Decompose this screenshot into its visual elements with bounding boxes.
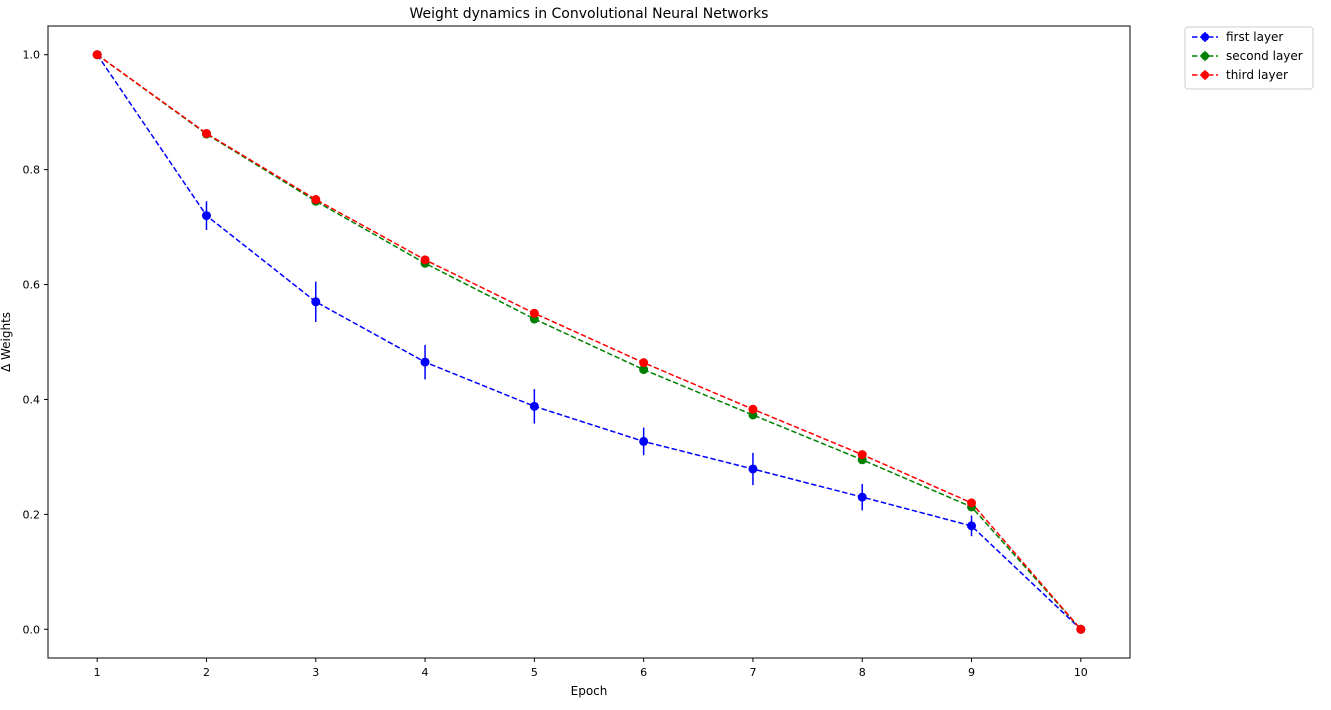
plot-frame	[47, 25, 1131, 659]
series-line	[96, 54, 1082, 630]
data-point	[967, 521, 977, 531]
x-tick-label: 8	[859, 666, 866, 679]
x-axis-label: Epoch	[571, 684, 608, 698]
data-point	[1076, 624, 1086, 634]
x-tick-label: 1	[94, 666, 101, 679]
legend-item: first layer	[1192, 30, 1283, 44]
y-tick-label: 0.2	[23, 508, 41, 521]
legend-item: second layer	[1192, 49, 1303, 63]
legend-label: third layer	[1226, 68, 1288, 82]
legend-marker	[1201, 52, 1209, 60]
data-point	[529, 308, 539, 318]
legend-item: third layer	[1192, 68, 1288, 82]
legend-frame	[1184, 26, 1314, 90]
data-point	[748, 404, 758, 414]
y-tick-label: 0.6	[23, 279, 41, 292]
series-layer	[92, 50, 1086, 634]
y-tick-label: 0.8	[23, 164, 41, 177]
plot-area	[48, 26, 1130, 658]
y-axis: 0.0 0.2 0.4 0.6 0.8 1.0	[23, 49, 48, 636]
data-point	[639, 436, 649, 446]
y-axis-label: Δ Weights	[0, 312, 13, 372]
legend: first layer second layer third layer	[1184, 26, 1314, 90]
series-3	[92, 50, 1086, 634]
series-line	[96, 54, 1082, 630]
data-point	[311, 297, 321, 307]
legend-label: second layer	[1226, 49, 1303, 63]
legend-marker	[1201, 33, 1209, 41]
data-point	[92, 50, 102, 60]
x-tick-label: 3	[312, 666, 319, 679]
data-point	[967, 498, 977, 508]
x-tick-label: 7	[749, 666, 756, 679]
x-axis: 1 2 3 4 5 6 7 8 9 10	[94, 658, 1088, 679]
data-point	[857, 492, 867, 502]
legend-label: first layer	[1226, 30, 1283, 44]
data-point	[201, 128, 211, 138]
data-point	[529, 401, 539, 411]
x-tick-label: 5	[531, 666, 538, 679]
data-point	[201, 211, 211, 221]
data-point	[420, 357, 430, 367]
x-tick-label: 10	[1074, 666, 1088, 679]
x-tick-label: 9	[968, 666, 975, 679]
data-point	[748, 464, 758, 474]
y-tick-label: 0.4	[23, 393, 41, 406]
data-point	[639, 358, 649, 368]
x-tick-label: 6	[640, 666, 647, 679]
data-point	[857, 450, 867, 460]
x-tick-label: 4	[422, 666, 429, 679]
y-tick-label: 0.0	[23, 623, 41, 636]
legend-marker	[1201, 71, 1209, 79]
data-point	[311, 195, 321, 205]
series-line	[96, 54, 1082, 630]
y-tick-label: 1.0	[23, 49, 41, 62]
data-point	[420, 255, 430, 265]
x-tick-label: 2	[203, 666, 210, 679]
data-point	[639, 365, 649, 375]
chart-title: Weight dynamics in Convolutional Neural …	[410, 6, 769, 22]
